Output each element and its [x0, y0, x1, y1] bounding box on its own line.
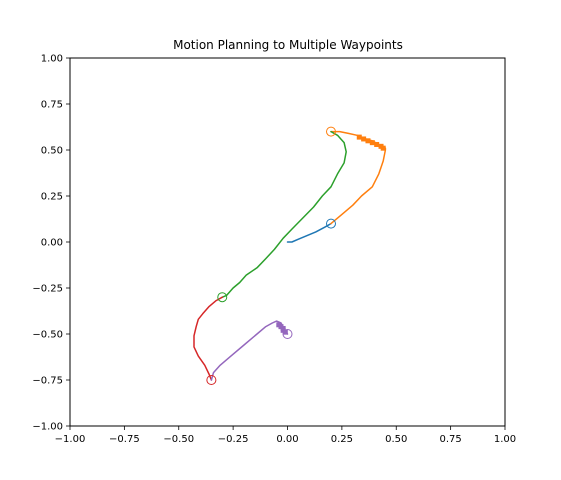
y-tick-label: −0.25	[32, 284, 63, 295]
trajectory-point-marker	[282, 329, 288, 335]
waypoint-marker-2	[326, 126, 336, 137]
x-tick-label: 0.25	[331, 434, 353, 445]
trajectory-point-marker	[369, 140, 375, 146]
y-tick-label: 1.00	[41, 54, 63, 65]
series-line-4	[193, 296, 224, 381]
marker-layer	[206, 126, 386, 385]
trajectory-point-marker	[380, 145, 386, 151]
series-line-5	[210, 320, 289, 381]
y-tick-label: 0.75	[41, 100, 63, 111]
x-tick-label: −0.25	[218, 434, 249, 445]
x-tick-label: −1.00	[55, 434, 86, 445]
y-tick-label: 0.25	[41, 192, 63, 203]
waypoint-marker-4	[206, 375, 217, 385]
y-axis: −1.00 −0.75 −0.50 −0.25 0.00 0.25 0.50 0.75 1.00	[32, 54, 70, 433]
trajectory-point-marker	[365, 138, 371, 144]
x-tick-label: 1.00	[494, 434, 516, 445]
trajectory-point-marker	[374, 141, 380, 147]
waypoint-marker-5	[282, 329, 293, 339]
x-axis: −1.00 −0.75 −0.50 −0.25 0.00 0.25 0.50 0.75 1.00	[55, 426, 516, 445]
waypoint-marker-1	[326, 218, 336, 229]
x-tick-label: 0.00	[276, 434, 298, 445]
y-tick-label: 0.50	[41, 146, 63, 157]
y-tick-label: −0.50	[32, 330, 63, 341]
y-tick-label: −1.00	[32, 422, 63, 433]
series-layer	[193, 130, 387, 381]
x-tick-label: 0.50	[385, 434, 407, 445]
plot-area	[69, 57, 506, 427]
x-tick-label: −0.50	[163, 434, 194, 445]
waypoint-marker-3	[217, 292, 228, 303]
series-line-1	[286, 222, 332, 243]
series-line-3	[221, 130, 347, 298]
y-tick-label: −0.75	[32, 376, 63, 387]
chart-title: Motion Planning to Multiple Waypoints	[173, 38, 403, 52]
x-tick-label: −0.75	[109, 434, 140, 445]
y-tick-label: 0.00	[41, 238, 63, 249]
x-tick-label: 0.75	[439, 434, 461, 445]
trajectory-point-marker	[361, 136, 367, 142]
trajectory-point-marker	[356, 134, 362, 140]
